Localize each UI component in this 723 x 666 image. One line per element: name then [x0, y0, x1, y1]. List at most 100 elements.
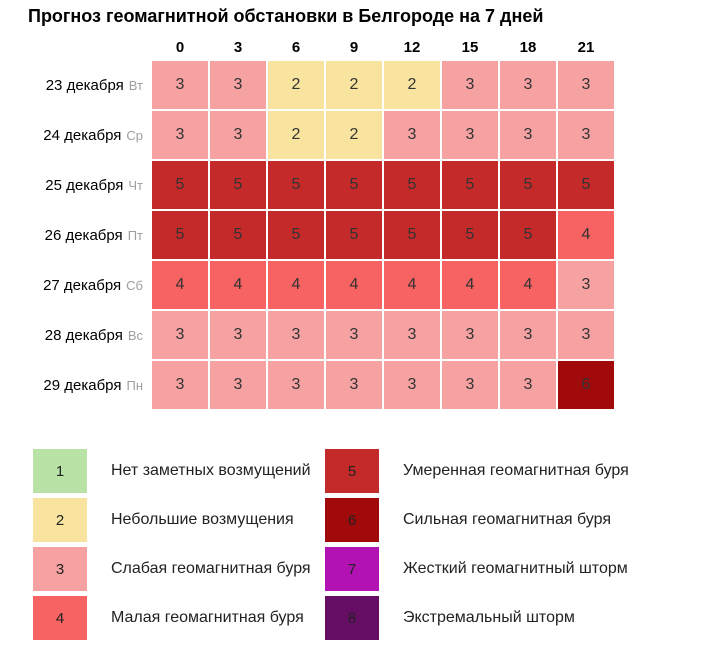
legend-label: Умеренная геомагнитная буря — [403, 462, 629, 479]
hour-label: 15 — [461, 39, 479, 56]
forecast-cell: 3 — [326, 311, 382, 359]
weekday-text: Вс — [127, 327, 143, 343]
forecast-cell: 5 — [210, 161, 266, 209]
forecast-cell: 5 — [442, 211, 498, 259]
hour-label: 9 — [349, 39, 359, 56]
legend-swatch: 7 — [325, 547, 379, 591]
forecast-cell: 3 — [210, 361, 266, 409]
legend-swatch: 3 — [33, 547, 87, 591]
date-label: 28 декабря Вс — [0, 311, 150, 359]
weekday-text: Пт — [127, 227, 143, 243]
legend-swatch: 5 — [325, 449, 379, 493]
forecast-cell: 5 — [152, 211, 208, 259]
forecast-cell: 2 — [268, 111, 324, 159]
forecast-cell: 5 — [268, 211, 324, 259]
forecast-cell: 3 — [558, 311, 614, 359]
forecast-cell: 3 — [558, 261, 614, 309]
forecast-cell: 2 — [384, 61, 440, 109]
date-text: 23 декабря — [45, 76, 124, 94]
forecast-cell: 6 — [558, 361, 614, 409]
forecast-cell: 4 — [384, 261, 440, 309]
weekday-text: Пн — [126, 377, 143, 393]
forecast-cell: 3 — [384, 111, 440, 159]
legend-swatch: 2 — [33, 498, 87, 542]
forecast-cell: 3 — [152, 61, 208, 109]
weekday-text: Сб — [126, 277, 143, 293]
forecast-cell: 2 — [268, 61, 324, 109]
weekday-text: Чт — [128, 177, 143, 193]
forecast-cell: 2 — [326, 111, 382, 159]
forecast-cell: 3 — [152, 361, 208, 409]
hour-label: 0 — [175, 39, 185, 56]
forecast-cell: 3 — [442, 61, 498, 109]
date-label: 25 декабря Чт — [0, 161, 150, 209]
forecast-cell: 5 — [326, 161, 382, 209]
legend-label: Нет заметных возмущений — [111, 462, 311, 479]
legend-label: Экстремальный шторм — [403, 609, 575, 626]
legend-label: Небольшие возмущения — [111, 511, 294, 528]
forecast-cell: 5 — [152, 161, 208, 209]
date-label: 27 декабря Сб — [0, 261, 150, 309]
legend-item: 7 Жесткий геомагнитный шторм — [325, 547, 629, 591]
date-text: 24 декабря — [43, 126, 122, 144]
forecast-cell: 4 — [500, 261, 556, 309]
forecast-cell: 3 — [210, 311, 266, 359]
forecast-cell: 4 — [268, 261, 324, 309]
forecast-cell: 3 — [558, 111, 614, 159]
hour-label: 6 — [291, 39, 301, 56]
forecast-cell: 5 — [210, 211, 266, 259]
forecast-cell: 3 — [268, 311, 324, 359]
legend-item: 1 Нет заметных возмущений — [33, 449, 325, 493]
hour-label: 12 — [403, 39, 421, 56]
forecast-cell: 3 — [384, 361, 440, 409]
legend-item: 6 Сильная геомагнитная буря — [325, 498, 629, 542]
forecast-cell: 2 — [326, 61, 382, 109]
forecast-cell: 5 — [268, 161, 324, 209]
weekday-text: Ср — [126, 127, 143, 143]
legend-column-right: 5 Умеренная геомагнитная буря 6 Сильная гео… — [325, 449, 629, 645]
date-text: 29 декабря — [43, 376, 122, 394]
forecast-cell: 4 — [558, 211, 614, 259]
forecast-cell: 3 — [326, 361, 382, 409]
forecast-cell: 5 — [384, 211, 440, 259]
corner-spacer — [0, 37, 150, 59]
page-title: Прогноз геомагнитной обстановки в Белгор… — [28, 6, 544, 26]
date-label: 29 декабря Пн — [0, 361, 150, 409]
forecast-cell: 3 — [500, 311, 556, 359]
date-text: 25 декабря — [45, 176, 124, 194]
legend-item: 8 Экстремальный шторм — [325, 596, 629, 640]
forecast-cell: 3 — [152, 111, 208, 159]
forecast-cell: 4 — [210, 261, 266, 309]
forecast-cell: 3 — [500, 61, 556, 109]
forecast-cell: 3 — [442, 111, 498, 159]
legend-column-left: 1 Нет заметных возмущений 2 Небольшие возму… — [33, 449, 325, 645]
hour-label: 21 — [577, 39, 595, 56]
date-label: 24 декабря Ср — [0, 111, 150, 159]
forecast-cell: 4 — [326, 261, 382, 309]
forecast-cell: 5 — [500, 161, 556, 209]
forecast-cell: 5 — [500, 211, 556, 259]
forecast-cell: 3 — [558, 61, 614, 109]
legend: 1 Нет заметных возмущений 2 Небольшие возму… — [0, 449, 723, 645]
forecast-cell: 5 — [442, 161, 498, 209]
forecast-cell: 5 — [384, 161, 440, 209]
legend-swatch: 4 — [33, 596, 87, 640]
legend-item: 5 Умеренная геомагнитная буря — [325, 449, 629, 493]
forecast-cell: 4 — [152, 261, 208, 309]
forecast-cell: 4 — [442, 261, 498, 309]
forecast-cell: 3 — [210, 61, 266, 109]
forecast-cell: 3 — [384, 311, 440, 359]
legend-label: Жесткий геомагнитный шторм — [403, 560, 628, 577]
date-text: 26 декабря — [44, 226, 123, 244]
forecast-cell: 3 — [500, 361, 556, 409]
date-text: 28 декабря — [44, 326, 123, 344]
forecast-cell: 3 — [268, 361, 324, 409]
legend-item: 2 Небольшие возмущения — [33, 498, 325, 542]
forecast-cell: 3 — [442, 361, 498, 409]
forecast-cell: 3 — [210, 111, 266, 159]
hour-label: 18 — [519, 39, 537, 56]
date-label: 23 декабря Вт — [0, 61, 150, 109]
forecast-cell: 5 — [326, 211, 382, 259]
legend-label: Сильная геомагнитная буря — [403, 511, 611, 528]
